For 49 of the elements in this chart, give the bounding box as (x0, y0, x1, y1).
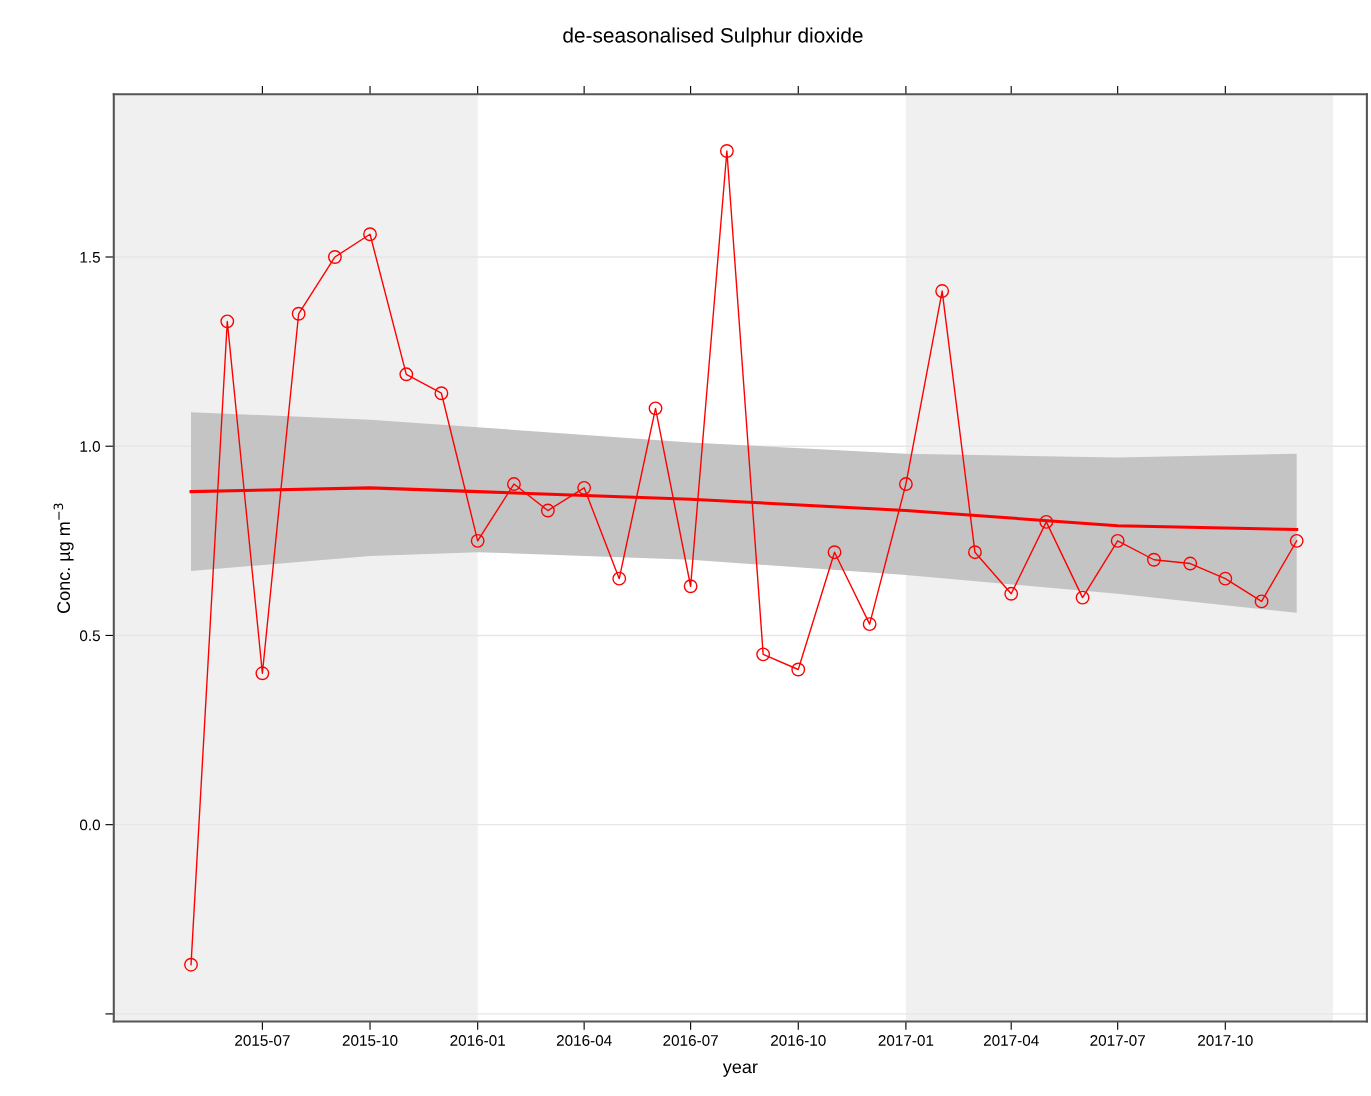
x-tick-label: 2017-04 (983, 1035, 1039, 1046)
x-tick-label: 2015-10 (342, 1035, 398, 1046)
chart-title: de-seasonalised Sulphur dioxide (563, 27, 863, 47)
x-tick-label: 2017-01 (878, 1035, 934, 1046)
point (506, 477, 521, 492)
point (540, 503, 555, 518)
point (898, 477, 913, 492)
y-tick-label: 0.0 (79, 819, 100, 831)
y-tick-label: 1.5 (80, 252, 100, 263)
point (434, 386, 449, 401)
point (1110, 533, 1125, 548)
point (327, 250, 342, 264)
point (756, 647, 771, 662)
point (1146, 552, 1161, 567)
x-tick-label: 2017-07 (1090, 1035, 1145, 1046)
x-tick-label: 2016-04 (556, 1035, 612, 1046)
x-tick-label: 2016-01 (450, 1035, 505, 1046)
point (1039, 514, 1054, 529)
point (220, 314, 235, 329)
point (291, 306, 306, 321)
point (862, 617, 877, 632)
point (470, 533, 485, 548)
y-tick-label: 0.5 (79, 630, 100, 642)
x-tick-label: 2017-10 (1198, 1035, 1253, 1046)
point (1254, 594, 1269, 609)
x-tick-label: 2015-07 (235, 1035, 290, 1046)
point (827, 545, 842, 560)
point (1218, 571, 1233, 586)
point (967, 545, 982, 560)
x-tick-label: 2016-07 (663, 1035, 718, 1046)
point (719, 144, 734, 158)
x-axis-title: year (722, 1063, 758, 1077)
point (1075, 590, 1090, 605)
point (1183, 556, 1198, 571)
point (1289, 533, 1304, 548)
point (255, 666, 270, 681)
point (612, 571, 627, 586)
point (935, 284, 950, 298)
point (791, 662, 806, 677)
point (577, 480, 592, 495)
point (683, 579, 698, 594)
y-axis-title: Conc. µg m$^{−3}$ (53, 503, 74, 614)
point (363, 227, 377, 242)
point (184, 957, 198, 972)
y-tick-label: 1.0 (80, 441, 100, 452)
x-tick-label: 2016-10 (770, 1035, 826, 1046)
point (399, 367, 414, 382)
point (648, 401, 663, 416)
point (1004, 586, 1019, 601)
